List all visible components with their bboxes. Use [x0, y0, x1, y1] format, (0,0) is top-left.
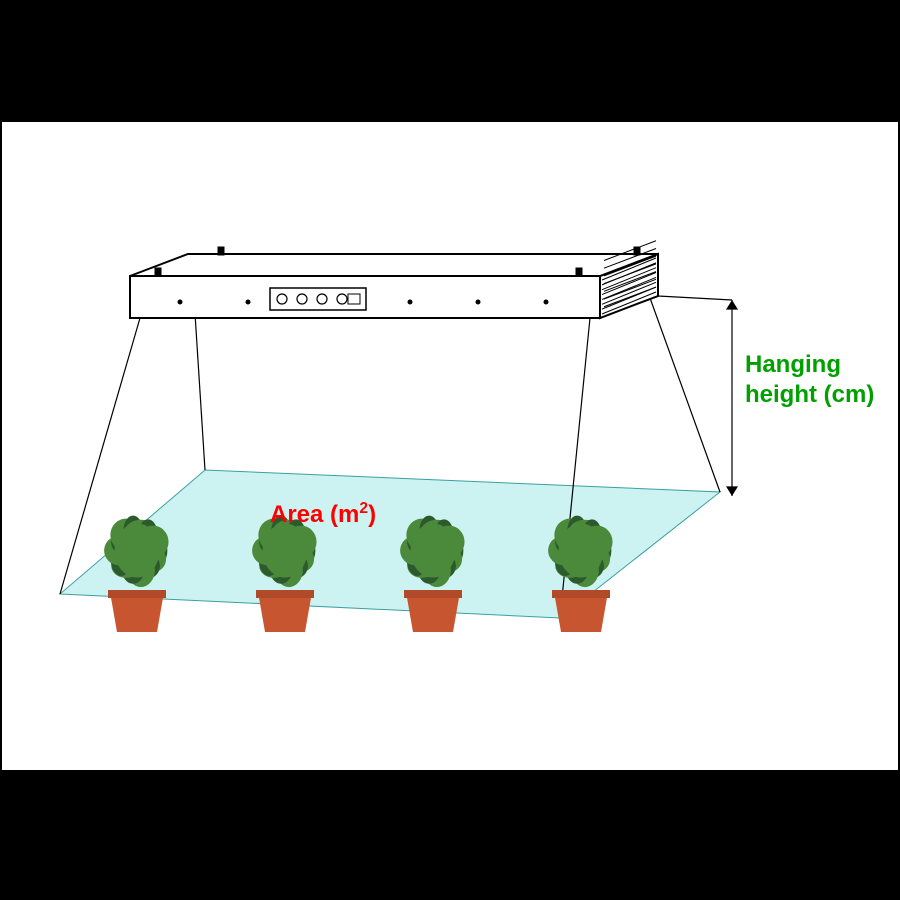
area-label: Area (m2)	[270, 500, 376, 529]
hanging-height-label: Hanging height (cm)	[745, 350, 874, 410]
diagram-svg	[0, 0, 900, 900]
